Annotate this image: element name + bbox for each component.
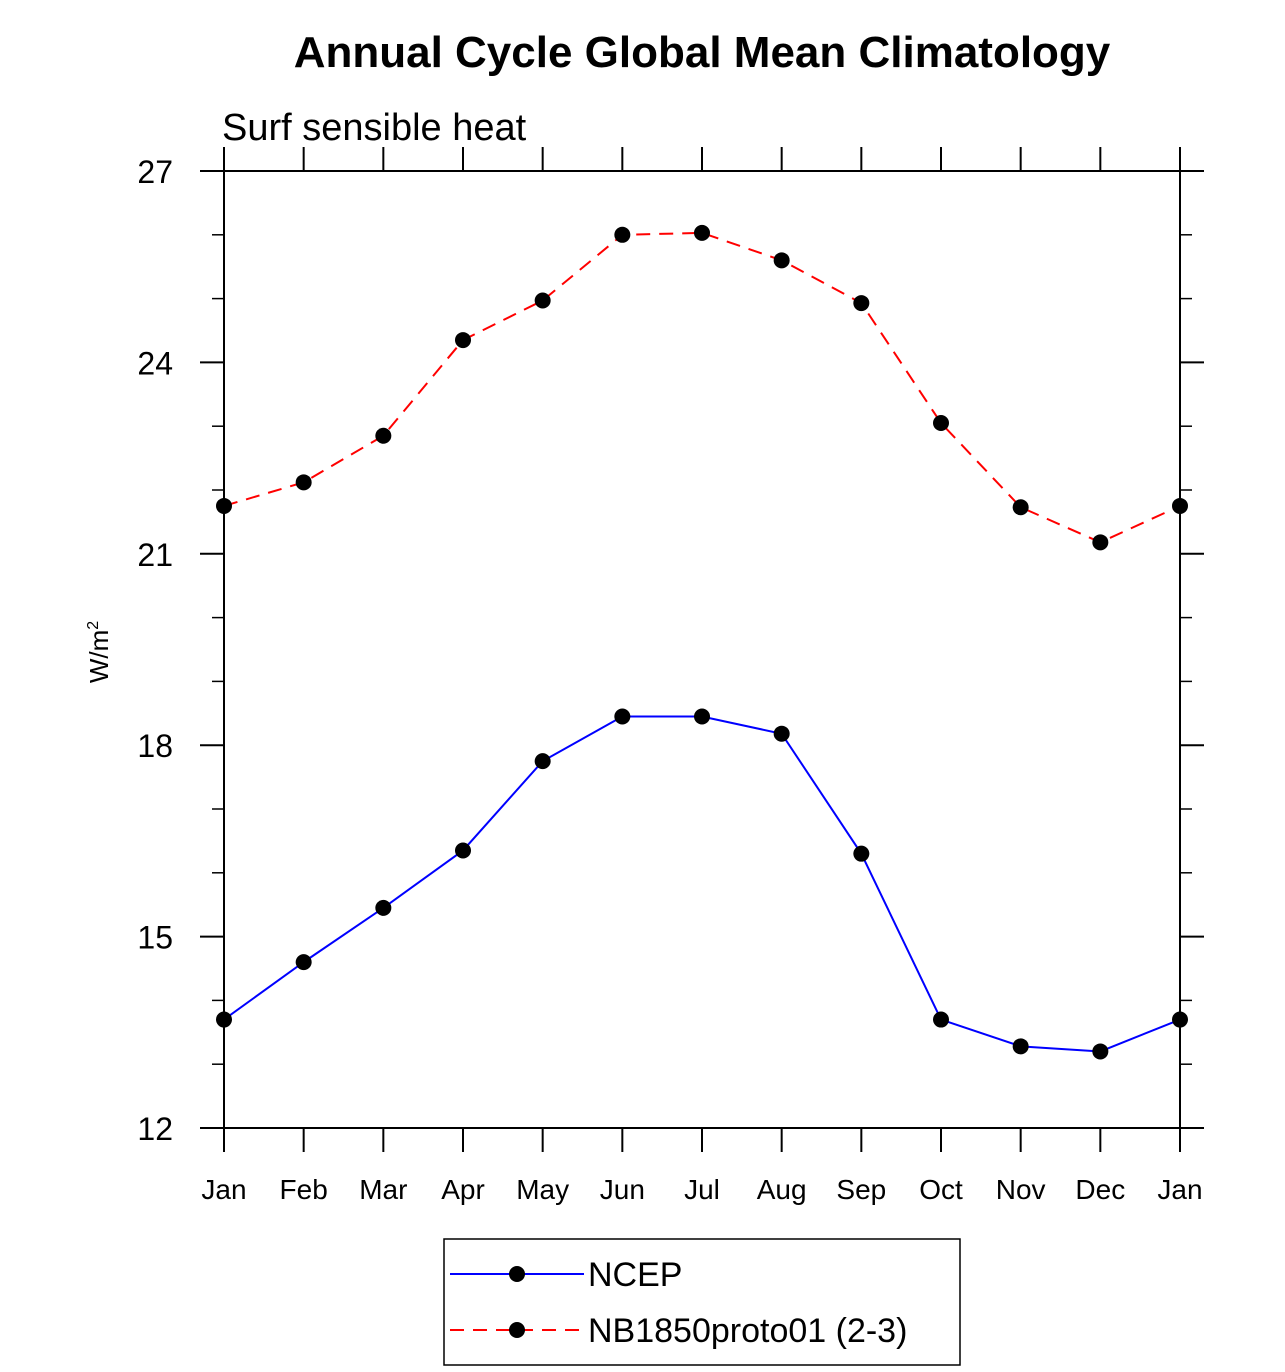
legend-marker-1 — [509, 1322, 525, 1338]
data-point — [216, 1011, 232, 1028]
data-point — [1092, 534, 1109, 551]
legend-label-0: NCEP — [588, 1256, 682, 1294]
legend: NCEP NB1850proto01 (2-3) — [443, 1238, 961, 1366]
series-line-0 — [223, 715, 1181, 1053]
data-point — [534, 292, 551, 309]
data-point — [375, 427, 392, 444]
x-tick-label: Sep — [836, 1174, 886, 1205]
legend-marker-0 — [509, 1266, 525, 1282]
x-tick-label: Jul — [684, 1174, 720, 1205]
data-point — [773, 252, 790, 269]
data-point — [1172, 497, 1188, 514]
data-point — [1012, 1038, 1029, 1055]
x-tick-label: May — [516, 1174, 569, 1205]
data-point — [455, 842, 471, 859]
plot-frame — [223, 170, 1181, 1129]
legend-label-1: NB1850proto01 (2-3) — [588, 1312, 907, 1350]
data-point — [614, 708, 631, 725]
data-point — [295, 954, 312, 971]
data-point — [614, 226, 631, 243]
y-axis-label-base: W/m — [84, 630, 114, 683]
y-tick-label: 21 — [137, 537, 173, 573]
chart-subtitle: Surf sensible heat — [222, 107, 527, 149]
y-axis-label-superscript: 2 — [85, 621, 102, 630]
y-tick-label: 18 — [137, 728, 173, 764]
data-point — [694, 708, 710, 725]
x-tick-label: Aug — [757, 1174, 807, 1205]
data-point — [853, 845, 870, 862]
data-point — [933, 415, 949, 432]
data-point — [455, 332, 471, 349]
data-point — [1172, 1011, 1188, 1028]
x-tick-label: Nov — [996, 1174, 1046, 1205]
x-tick-label: Oct — [919, 1174, 963, 1205]
data-point — [534, 753, 551, 770]
axes: Jan Feb Mar Apr May Jun Jul Aug Sep Oct Nov Dec Jan 1… — [137, 147, 1204, 1205]
data-point — [295, 474, 312, 491]
series-line-1 — [223, 231, 1181, 544]
x-tick-label: Feb — [280, 1174, 328, 1205]
y-tick-label: 24 — [137, 345, 173, 381]
data-point — [1092, 1043, 1109, 1060]
chart-title: Annual Cycle Global Mean Climatology — [294, 28, 1111, 77]
data-point — [773, 725, 790, 742]
data-point — [694, 224, 710, 241]
x-tick-label: Jun — [600, 1174, 645, 1205]
series-layer — [216, 224, 1188, 1060]
data-point — [853, 295, 870, 312]
y-tick-label: 27 — [137, 154, 173, 190]
x-tick-label: Apr — [441, 1174, 485, 1205]
x-tick-label: Mar — [359, 1174, 407, 1205]
data-point — [375, 899, 392, 916]
data-point — [216, 497, 232, 514]
y-axis-label: W/m2 — [84, 621, 114, 683]
x-tick-label: Dec — [1075, 1174, 1125, 1205]
data-point — [1012, 499, 1029, 516]
y-tick-label: 12 — [137, 1111, 173, 1147]
data-point — [933, 1011, 949, 1028]
x-tick-label: Jan — [201, 1174, 246, 1205]
legend-box — [443, 1238, 961, 1366]
x-tick-label: Jan — [1157, 1174, 1202, 1205]
y-tick-label: 15 — [137, 920, 173, 956]
